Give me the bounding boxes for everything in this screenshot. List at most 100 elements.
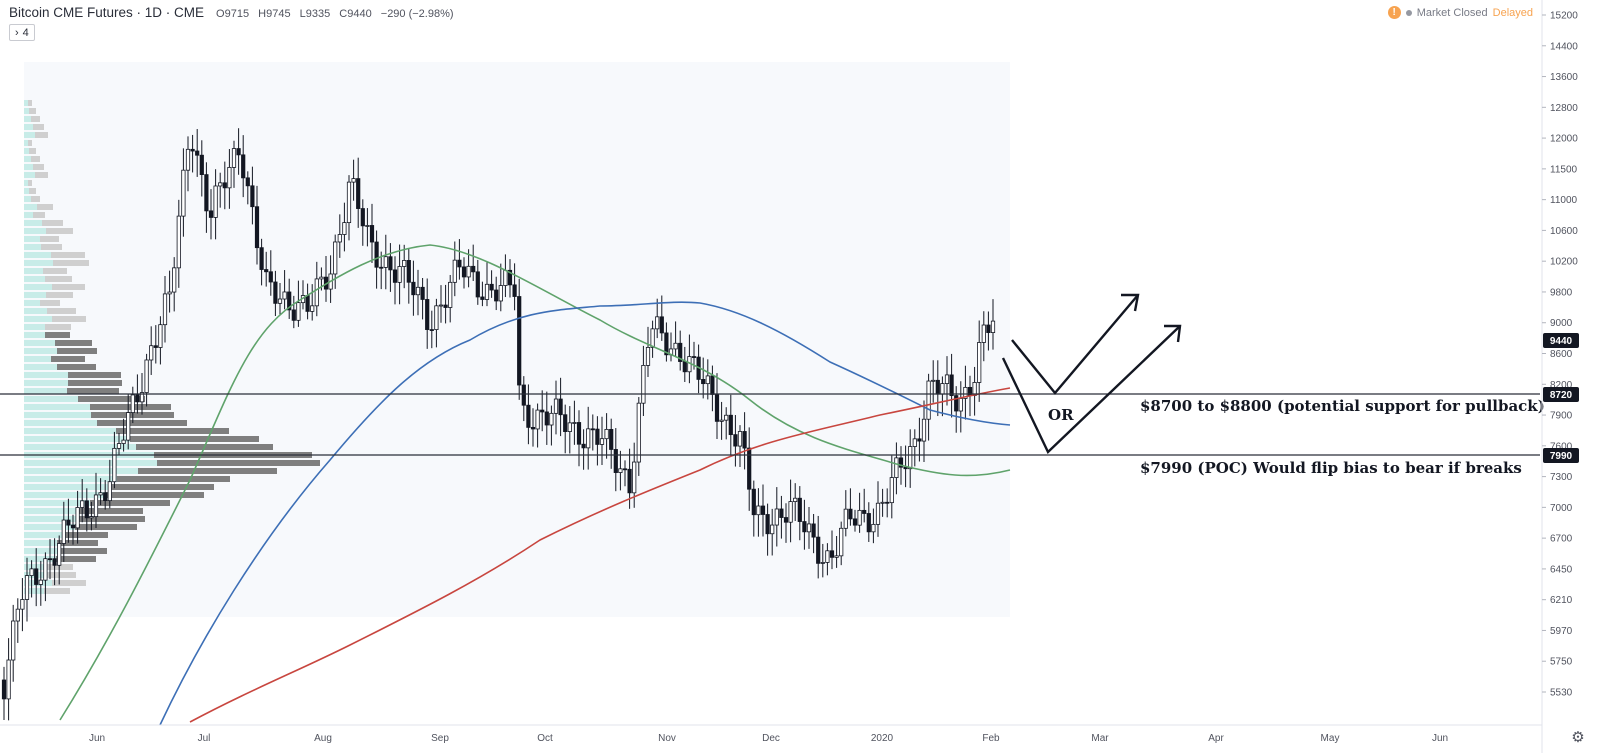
- price-tick-label: 6210: [1550, 595, 1573, 606]
- volume-profile-bar-down: [68, 372, 121, 378]
- candle-body: [236, 148, 241, 156]
- candle-body: [632, 461, 637, 494]
- price-tick-label: 7600: [1550, 441, 1573, 452]
- volume-profile-bar-down: [42, 220, 63, 226]
- volume-profile-bar-up: [24, 388, 67, 394]
- candle-body: [572, 422, 577, 424]
- candlestick-series: [1, 128, 996, 721]
- high-value: H9745: [258, 8, 291, 20]
- volume-profile-bar-down: [40, 300, 60, 306]
- symbol-title[interactable]: Bitcoin CME Futures · 1D · CME: [9, 5, 205, 20]
- time-tick-label: Feb: [982, 733, 1000, 744]
- candle-body: [11, 620, 16, 661]
- volume-profile-bar-down: [78, 508, 143, 514]
- candle-body: [333, 241, 338, 275]
- volume-profile-bar-down: [97, 420, 187, 426]
- volume-profile-bar-up: [24, 268, 43, 274]
- candle-body: [250, 185, 255, 208]
- candle-body: [645, 347, 651, 366]
- candle-body: [636, 402, 641, 463]
- candle-body: [779, 508, 784, 518]
- candle-body: [379, 266, 384, 269]
- candle-body: [714, 394, 720, 422]
- volume-profile-range: [24, 62, 1010, 617]
- candle-body: [365, 225, 370, 227]
- time-axis[interactable]: Jun Jul Aug Sep Oct Nov Dec 2020 Feb Mar Apr May Jun: [89, 733, 1448, 744]
- candle-body: [981, 324, 986, 343]
- candle-body: [351, 178, 356, 183]
- volume-profile-bar-down: [31, 196, 40, 202]
- candle-body: [158, 324, 163, 348]
- ma-green-line: [59, 244, 1011, 721]
- candle-body: [20, 599, 25, 610]
- price-axis[interactable]: 15200 14400 13600 12800 12000 11500 11000 10600…: [1542, 11, 1578, 699]
- volume-profile-bar-down: [33, 164, 44, 170]
- volume-profile-bar-up: [24, 156, 31, 162]
- indicators-toggle-button[interactable]: › 4: [9, 24, 35, 41]
- candle-body: [912, 438, 917, 447]
- candle-body: [457, 259, 462, 268]
- volume-profile-bar-up: [24, 308, 47, 314]
- volume-profile-bar-down: [130, 436, 259, 442]
- candle-body: [664, 332, 669, 356]
- poc-level-tag-text: 7990: [1550, 451, 1573, 462]
- volume-profile-bar-down: [90, 500, 170, 506]
- volume-profile-bar-up: [24, 412, 91, 418]
- candle-body: [843, 508, 848, 529]
- volume-profile-bar-up: [24, 476, 117, 482]
- candle-body: [425, 299, 430, 330]
- time-tick-label: Mar: [1091, 733, 1109, 744]
- volume-profile-bar-down: [46, 228, 73, 234]
- volume-profile-bar-down: [90, 404, 171, 410]
- volume-profile-bar-up: [24, 540, 57, 546]
- price-tick-label: 8600: [1550, 349, 1573, 360]
- volume-profile-bar-up: [24, 404, 90, 410]
- market-status[interactable]: ! Market Closed Delayed: [1387, 6, 1533, 19]
- volume-profile-bar-up: [24, 444, 136, 450]
- volume-profile-bar-down: [67, 388, 119, 394]
- candle-body: [38, 579, 43, 585]
- candle-body: [701, 379, 706, 385]
- volume-profile-bar-down: [105, 492, 204, 498]
- candle-body: [958, 398, 963, 412]
- candle-body: [820, 562, 825, 564]
- candle-body: [521, 384, 526, 406]
- candle-body: [512, 284, 517, 297]
- volume-profile-bar-down: [45, 276, 72, 282]
- candle-body: [944, 374, 950, 384]
- candle-body: [103, 492, 108, 502]
- volume-profile-bar-up: [24, 420, 97, 426]
- gear-icon[interactable]: ⚙: [1571, 729, 1585, 746]
- price-tick-label: 5530: [1550, 688, 1573, 699]
- volume-profile-bar-down: [41, 244, 62, 250]
- volume-profile-bar-down: [45, 324, 71, 330]
- market-status-text: Market Closed: [1416, 6, 1488, 19]
- candle-body: [834, 555, 839, 558]
- candle-body: [392, 269, 398, 283]
- candle-body: [29, 568, 34, 577]
- delayed-badge[interactable]: Delayed: [1492, 6, 1533, 19]
- volume-profile-bar-down: [28, 180, 32, 186]
- candle-body: [540, 409, 545, 413]
- candle-body: [682, 361, 687, 373]
- price-tick-label: 13600: [1550, 72, 1578, 83]
- candle-body: [857, 509, 862, 526]
- or-label: OR: [1048, 406, 1074, 424]
- candle-body: [747, 447, 752, 490]
- volume-profile-bar-down: [31, 116, 40, 122]
- candle-body: [793, 497, 798, 502]
- price-tick-label: 6700: [1550, 534, 1573, 545]
- candle-body: [724, 414, 729, 421]
- price-tick-label: 12800: [1550, 103, 1578, 114]
- warning-icon[interactable]: !: [1387, 6, 1401, 19]
- candle-body: [885, 501, 890, 504]
- candle-body: [337, 234, 342, 243]
- volume-profile-bar-up: [24, 508, 78, 514]
- volume-profile-bar-down: [56, 556, 96, 562]
- candle-body: [75, 507, 80, 529]
- chevron-right-icon: ›: [15, 26, 19, 39]
- scenario-pullback-arrow: [1011, 294, 1139, 395]
- ohlc-values: O9715 H9745 L9335 C9440 −290 (−2.98%): [216, 8, 460, 20]
- symbol-legend[interactable]: Bitcoin CME Futures · 1D · CME O9715 H97…: [9, 5, 460, 20]
